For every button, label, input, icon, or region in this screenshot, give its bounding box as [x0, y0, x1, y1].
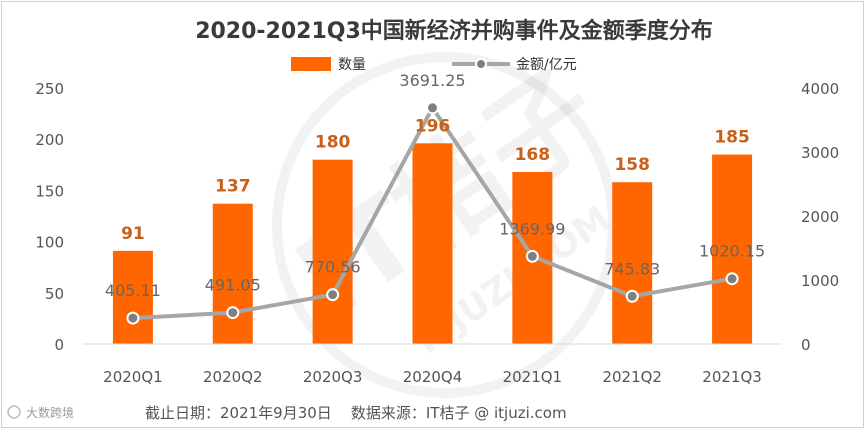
x-axis-labels: 2020Q1 2020Q2 2020Q3 2020Q4 2021Q1 2021Q2 2021… — [103, 368, 762, 386]
bar-value-label: 185 — [714, 128, 750, 148]
y-axis-right: 0 1000 2000 3000 4000 — [801, 80, 839, 354]
line-value-label: 405.11 — [105, 281, 161, 300]
legend-line-label: 金额/亿元 — [516, 57, 577, 73]
x-tick-label: 2021Q1 — [503, 368, 563, 386]
line-point — [426, 101, 439, 115]
brand-logo: 大数跨境 — [7, 405, 74, 420]
line-value-label: 1369.99 — [499, 219, 565, 238]
y-left-tick-label: 250 — [35, 80, 64, 98]
bar-2020Q1 — [112, 250, 153, 344]
y-right-tick-label: 1000 — [801, 272, 839, 290]
line-point — [525, 249, 539, 263]
line-value-label: 3691.25 — [399, 71, 465, 90]
legend-bar-label: 数量 — [338, 57, 366, 73]
bar-value-label: 91 — [121, 224, 145, 244]
legend-line-marker — [475, 58, 487, 70]
x-tick-label: 2021Q2 — [602, 368, 662, 386]
y-left-tick-label: 200 — [35, 131, 64, 149]
line-point — [226, 306, 240, 320]
y-right-tick-label: 4000 — [801, 80, 839, 98]
y-left-tick-label: 50 — [45, 285, 64, 303]
brand-name: 大数跨境 — [26, 405, 74, 420]
bar-series — [112, 143, 753, 344]
chart-title: 2020-2021Q3中国新经济并购事件及金额季度分布 — [195, 18, 713, 44]
line-point — [126, 311, 140, 325]
bar-2020Q3 — [312, 159, 353, 344]
bar-value-label: 196 — [415, 116, 451, 136]
x-tick-label: 2020Q4 — [403, 368, 463, 386]
line-point — [326, 288, 340, 302]
y-left-tick-label: 0 — [54, 336, 64, 354]
line-series — [126, 101, 739, 325]
x-tick-label: 2020Q1 — [103, 368, 163, 386]
bar-2020Q2 — [212, 203, 253, 344]
x-tick-label: 2020Q2 — [203, 368, 263, 386]
bar-value-label: 158 — [614, 155, 650, 175]
x-tick-label: 2021Q3 — [702, 368, 762, 386]
y-left-tick-label: 150 — [35, 182, 64, 200]
x-tick-label: 2020Q3 — [303, 368, 363, 386]
y-right-tick-label: 3000 — [801, 144, 839, 162]
bar-value-label: 168 — [515, 145, 551, 165]
bar-value-label: 180 — [315, 133, 351, 153]
bar-2020Q4 — [412, 143, 453, 344]
line-value-label: 1020.15 — [699, 242, 765, 261]
y-left-tick-label: 100 — [35, 234, 64, 252]
line-value-label: 745.83 — [604, 259, 660, 278]
bar-value-labels: 91 137 180 196 168 158 185 — [121, 116, 750, 244]
y-axis-left: 0 50 100 150 200 250 — [35, 80, 64, 354]
legend-bar-swatch — [291, 57, 331, 71]
line-value-label: 491.05 — [205, 276, 261, 295]
bar-2021Q2 — [612, 182, 653, 344]
y-right-tick-label: 2000 — [801, 208, 839, 226]
legend: 数量 金额/亿元 — [291, 57, 577, 73]
bar-value-label: 137 — [215, 177, 251, 197]
line-point — [725, 272, 739, 286]
line-point — [625, 289, 639, 303]
brand-icon — [7, 405, 21, 419]
bar-2021Q3 — [712, 154, 753, 344]
y-right-tick-label: 0 — [801, 336, 811, 354]
line-value-labels: 405.11 491.05 770.56 3691.25 1369.99 745.83 10… — [105, 71, 765, 300]
footer-note: 截止日期：2021年9月30日 数据来源：IT桔子 @ itjuzi.com — [145, 404, 567, 422]
line-value-label: 770.56 — [305, 258, 361, 277]
